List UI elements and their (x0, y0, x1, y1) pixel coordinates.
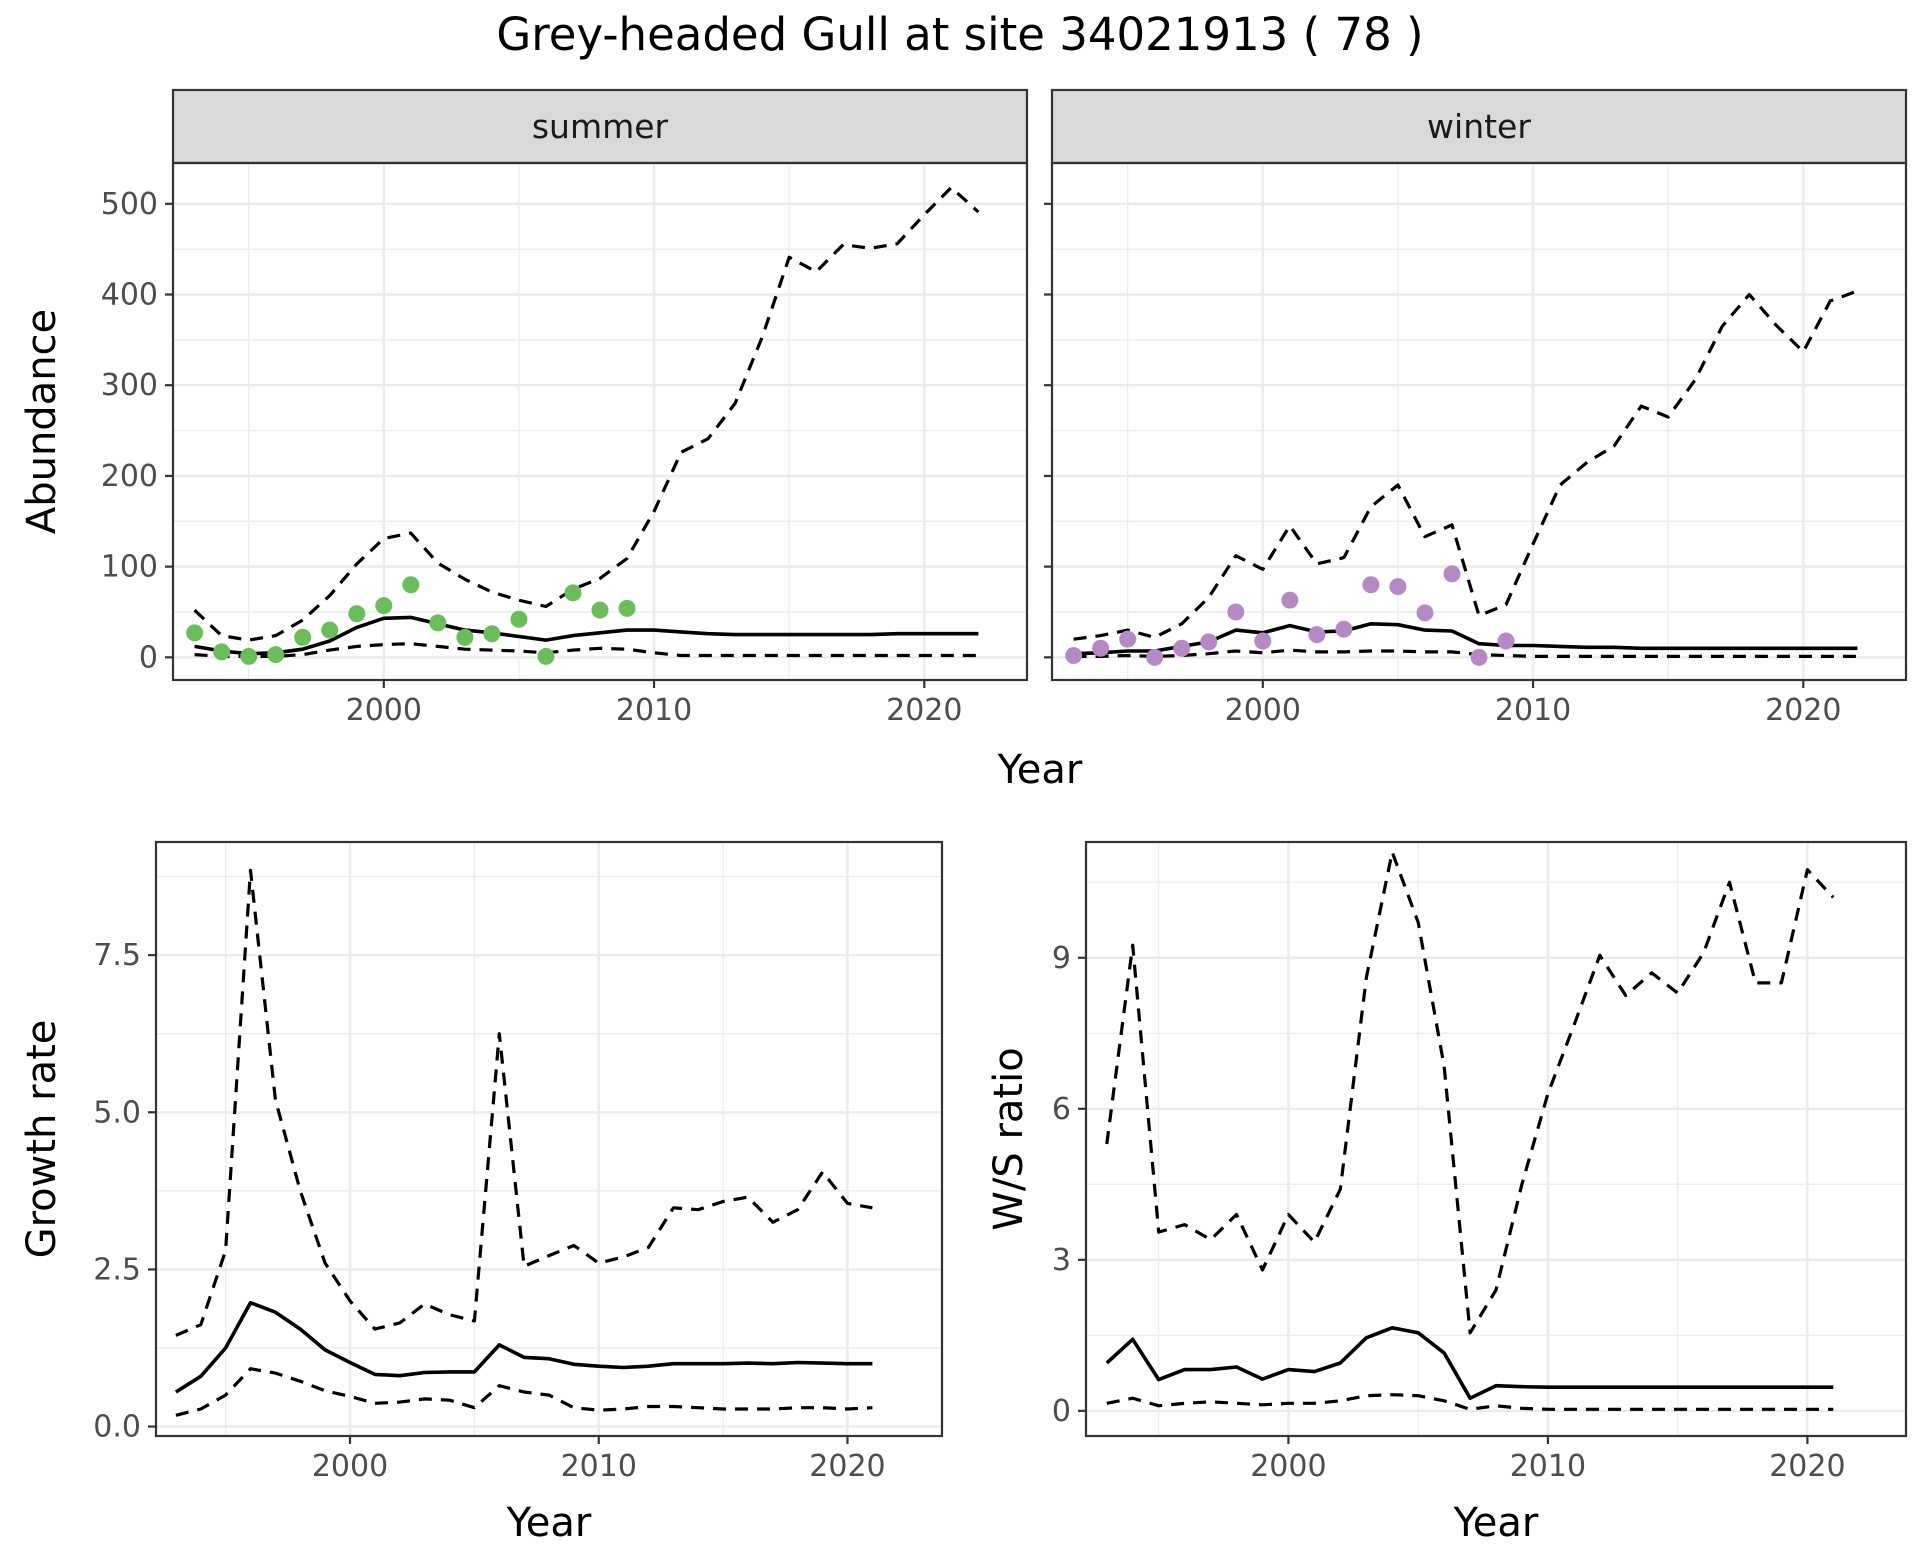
data-point (1443, 565, 1461, 583)
series-line-estimate (1073, 621, 1858, 656)
series-line-upper-ci (1073, 289, 1858, 641)
figure-title: Grey-headed Gull at site 34021913 ( 78 ) (496, 8, 1423, 61)
facet-strip (171, 88, 1029, 165)
y-tick-label: 0.0 (93, 1410, 141, 1445)
x-tick-label: 2010 (1495, 693, 1571, 728)
series-line-upper-ci (175, 868, 873, 1337)
data-point (1173, 639, 1191, 657)
x-tick-label: 2020 (1765, 693, 1841, 728)
data-point (267, 646, 285, 664)
series-line-estimate (174, 1300, 873, 1394)
abundance-x-axis-title: Year (997, 747, 1083, 793)
x-tick-label: 2010 (616, 693, 692, 728)
data-point (294, 628, 312, 646)
data-point (429, 614, 447, 632)
data-point (1119, 630, 1137, 648)
y-tick-label: 7.5 (93, 938, 141, 973)
data-point (1092, 639, 1110, 657)
data-point (1308, 626, 1326, 644)
x-tick-label: 2020 (809, 1449, 885, 1484)
panel-border (1050, 161, 1908, 682)
y-tick-label: 0 (139, 640, 158, 675)
y-tick-label: 5.0 (93, 1095, 141, 1130)
x-tick-label: 2010 (1510, 1449, 1586, 1484)
y-tick-label: 2.5 (93, 1252, 141, 1287)
x-tick-label: 2020 (1769, 1449, 1845, 1484)
data-point (537, 647, 555, 665)
x-tick-label: 2000 (312, 1449, 388, 1484)
series-line-upper-ci (193, 185, 980, 642)
data-point (1065, 647, 1083, 665)
data-point (213, 643, 231, 661)
data-point (1281, 591, 1299, 609)
panel-border (154, 840, 944, 1438)
panel-border (1084, 840, 1908, 1438)
x-tick-label: 2000 (1225, 693, 1301, 728)
data-point (1146, 648, 1164, 666)
y-tick-label: 100 (101, 550, 158, 585)
y-tick-label: 6 (1052, 1092, 1071, 1127)
series-line-lower-ci (1106, 1393, 1834, 1411)
growth-rate-panel: 2000 2010 2020 0.0 2.5 5.0 7.5 Growth rate Year (19, 840, 944, 1546)
data-point (348, 605, 366, 623)
y-tick-label: 300 (101, 368, 158, 403)
data-point (1497, 632, 1515, 650)
data-point (321, 621, 339, 639)
data-point (1335, 620, 1353, 638)
data-point (564, 584, 582, 602)
x-tick-label: 2000 (346, 693, 422, 728)
data-point (375, 597, 393, 615)
data-point (1227, 603, 1245, 621)
data-point (1254, 632, 1272, 650)
facet-strip-label: summer (532, 107, 669, 146)
y-axis-title: Abundance (19, 309, 65, 534)
y-tick-label: 500 (101, 187, 158, 222)
data-point (1200, 633, 1218, 651)
data-point (456, 628, 474, 646)
data-point (1389, 578, 1407, 596)
x-tick-label: 2010 (561, 1449, 637, 1484)
x-axis-title: Year (506, 1500, 592, 1546)
y-tick-label: 9 (1052, 941, 1071, 976)
data-point (618, 599, 636, 617)
data-point (186, 624, 204, 642)
facet-strip-label: winter (1427, 107, 1531, 146)
data-point (402, 576, 420, 594)
data-point (240, 647, 258, 665)
data-point (591, 601, 609, 619)
y-axis-title: Growth rate (19, 1020, 65, 1259)
data-point (510, 610, 528, 628)
y-tick-label: 0 (1052, 1394, 1071, 1429)
ws-ratio-panel: 2000 2010 2020 0 3 6 9 W/S ratio Year (986, 840, 1908, 1546)
series-line-estimate (1105, 1326, 1834, 1400)
y-tick-label: 3 (1052, 1243, 1071, 1278)
series-line-lower-ci (1073, 648, 1858, 659)
data-point (1470, 648, 1488, 666)
series-line-estimate (194, 615, 979, 656)
abundance-winter-panel: winter 2000 2010 2020 (1044, 88, 1908, 728)
series-line-lower-ci (175, 1367, 873, 1417)
x-tick-label: 2000 (1250, 1449, 1326, 1484)
y-axis-title: W/S ratio (986, 1047, 1032, 1230)
data-point (1362, 576, 1380, 594)
data-point (483, 625, 501, 643)
y-tick-label: 400 (101, 278, 158, 313)
series-line-upper-ci (1105, 850, 1835, 1335)
y-tick-label: 200 (101, 459, 158, 494)
data-point (1416, 604, 1434, 622)
x-axis-title: Year (1453, 1500, 1539, 1546)
x-tick-label: 2020 (886, 693, 962, 728)
panel-border (171, 161, 1029, 682)
abundance-summer-panel: summer 2000 2010 2020 0 100 200 300 400 500 Abunda… (19, 88, 1029, 728)
